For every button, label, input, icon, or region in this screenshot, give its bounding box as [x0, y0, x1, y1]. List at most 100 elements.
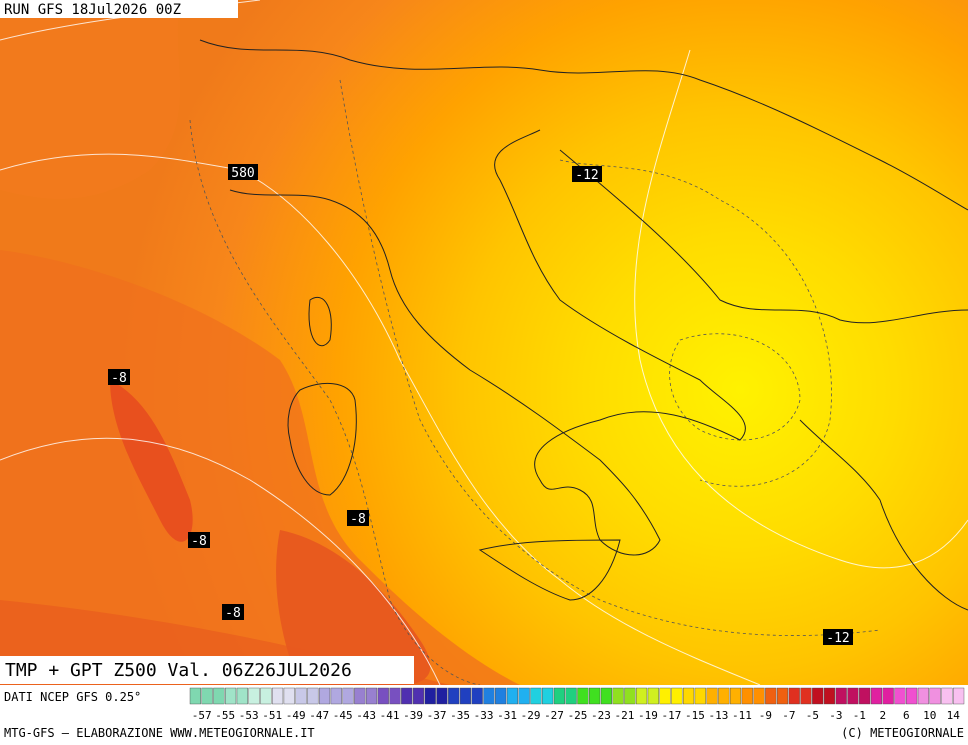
- footer-left: MTG-GFS – ELABORAZIONE WWW.METEOGIORNALE…: [4, 726, 315, 740]
- scale-label: -17: [662, 709, 682, 722]
- color-swatch: [706, 687, 718, 705]
- color-swatch: [330, 687, 342, 705]
- scale-label: -1: [853, 709, 866, 722]
- sardinia: [287, 382, 357, 496]
- contour-label-box: [188, 532, 210, 548]
- scale-label: -29: [521, 709, 541, 722]
- color-swatch: [248, 687, 260, 705]
- color-swatch: [870, 687, 883, 705]
- contour-label: -12: [575, 168, 598, 183]
- isotherm: [669, 333, 801, 441]
- color-swatch: [518, 687, 530, 705]
- contour-label: -8: [225, 606, 241, 621]
- scale-label: -49: [286, 709, 306, 722]
- color-swatch: [882, 687, 894, 705]
- color-swatch: [894, 687, 906, 705]
- color-swatch: [671, 687, 683, 705]
- color-swatch: [471, 687, 483, 705]
- color-swatch: [753, 687, 765, 705]
- color-swatch: [295, 687, 307, 705]
- coastline: [559, 149, 968, 324]
- corsica: [308, 297, 332, 347]
- scale-label: -11: [732, 709, 752, 722]
- color-swatch: [624, 687, 636, 705]
- scale-label: 6: [903, 709, 910, 722]
- map-title: TMP + GPT Z500 Val. 06Z26JUL2026: [5, 660, 352, 681]
- color-swatch: [448, 687, 460, 705]
- color-swatch: [941, 687, 953, 705]
- color-swatch: [823, 687, 836, 705]
- color-swatch: [271, 687, 284, 705]
- color-swatch: [260, 687, 272, 705]
- border: [199, 39, 968, 211]
- color-swatch: [283, 687, 295, 705]
- color-swatch: [189, 687, 201, 705]
- scale-label: -47: [309, 709, 329, 722]
- color-swatch: [600, 687, 612, 705]
- sicily: [478, 539, 621, 601]
- scale-label: 2: [879, 709, 886, 722]
- color-swatch: [765, 687, 777, 705]
- cold-core: [110, 380, 193, 542]
- color-swatch: [906, 687, 918, 705]
- color-swatch: [694, 687, 706, 705]
- color-swatch: [201, 687, 213, 705]
- scale-label: -19: [638, 709, 658, 722]
- isohypse: [0, 437, 441, 686]
- color-swatch: [577, 687, 589, 705]
- color-swatch: [236, 687, 248, 705]
- color-swatch: [612, 687, 624, 705]
- color-swatch: [800, 687, 812, 705]
- scale-label: 10: [923, 709, 936, 722]
- footer-right: (C) METEOGIORNALE: [841, 726, 964, 740]
- header-box: [0, 0, 238, 18]
- scale-label: -5: [806, 709, 819, 722]
- color-swatch: [788, 687, 800, 705]
- color-swatch: [812, 687, 824, 705]
- scale-label: 14: [947, 709, 961, 722]
- color-swatch: [401, 687, 413, 705]
- isotherm: [559, 159, 832, 487]
- contour-label-box: [823, 629, 853, 645]
- color-swatch: [718, 687, 730, 705]
- color-swatch: [342, 687, 354, 705]
- color-swatch: [377, 687, 389, 705]
- scale-label: -57: [192, 709, 212, 722]
- contour-label-box: [108, 369, 130, 385]
- scale-label: -21: [615, 709, 635, 722]
- isohypse: [0, 153, 761, 686]
- cold-core: [276, 530, 431, 685]
- color-swatch: [682, 687, 695, 705]
- color-swatch: [213, 687, 225, 705]
- scale-label: -15: [685, 709, 705, 722]
- coastline: [799, 419, 968, 611]
- source-label: DATI NCEP GFS 0.25°: [4, 690, 141, 704]
- color-swatch: [436, 687, 448, 705]
- warm-area: [0, 0, 180, 199]
- color-swatch: [495, 687, 507, 705]
- scale-label: -43: [356, 709, 376, 722]
- contour-label: -8: [191, 534, 207, 549]
- color-swatch: [506, 687, 518, 705]
- scale-label: -35: [450, 709, 470, 722]
- color-swatch: [424, 687, 436, 705]
- scale-label: -31: [497, 709, 517, 722]
- color-swatch: [318, 687, 331, 705]
- isohypse: [634, 49, 968, 569]
- scale-label: -45: [333, 709, 353, 722]
- contour-label: -8: [111, 371, 127, 386]
- color-swatch: [354, 687, 366, 705]
- color-swatch: [859, 687, 871, 705]
- color-swatch: [225, 687, 237, 705]
- color-swatch: [647, 687, 659, 705]
- scale-label: -9: [759, 709, 772, 722]
- contour-label: -8: [350, 512, 366, 527]
- color-swatch: [847, 687, 859, 705]
- isotherm: [339, 79, 881, 636]
- scale-label: -41: [380, 709, 400, 722]
- color-swatch: [917, 687, 929, 705]
- scale-label: -27: [544, 709, 564, 722]
- scale-label: -39: [403, 709, 423, 722]
